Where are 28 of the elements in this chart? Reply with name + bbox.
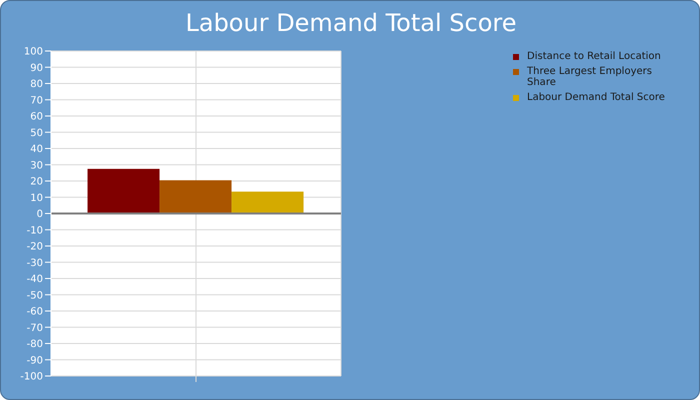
y-tick-label: 30 — [30, 160, 43, 172]
y-tick-label: 90 — [30, 62, 43, 74]
legend-label: Distance to Retail Location — [527, 51, 662, 62]
bar — [232, 192, 304, 214]
chart-title: Labour Demand Total Score — [184, 9, 518, 37]
y-tick-label: 20 — [30, 176, 43, 188]
legend-label: Labour Demand Total Score — [527, 92, 666, 103]
y-tick-label: -50 — [26, 290, 43, 302]
bar — [160, 180, 232, 214]
y-tick-label: 100 — [24, 46, 43, 58]
y-tick-label: -30 — [26, 258, 43, 269]
y-tick-label: 60 — [30, 112, 43, 123]
y-tick-label: -40 — [26, 274, 43, 286]
y-tick-label: 70 — [30, 95, 43, 106]
y-tick-label: -10 — [26, 225, 43, 236]
y-tick-label: 80 — [30, 79, 43, 90]
y-tick-label: -100 — [20, 372, 43, 383]
legend-label: Three Largest Employers Share — [527, 66, 653, 88]
y-tick-label: 10 — [30, 192, 43, 204]
y-tick-label: 40 — [30, 144, 43, 156]
y-tick-label: 0 — [36, 209, 43, 220]
y-tick-label: -70 — [26, 322, 43, 334]
bar — [88, 168, 160, 214]
y-tick-label: -20 — [26, 242, 43, 253]
y-tick-label: -80 — [26, 339, 43, 350]
y-tick-label: -60 — [26, 306, 43, 318]
y-tick-label: 50 — [30, 128, 43, 139]
y-tick-label: -90 — [26, 355, 43, 366]
